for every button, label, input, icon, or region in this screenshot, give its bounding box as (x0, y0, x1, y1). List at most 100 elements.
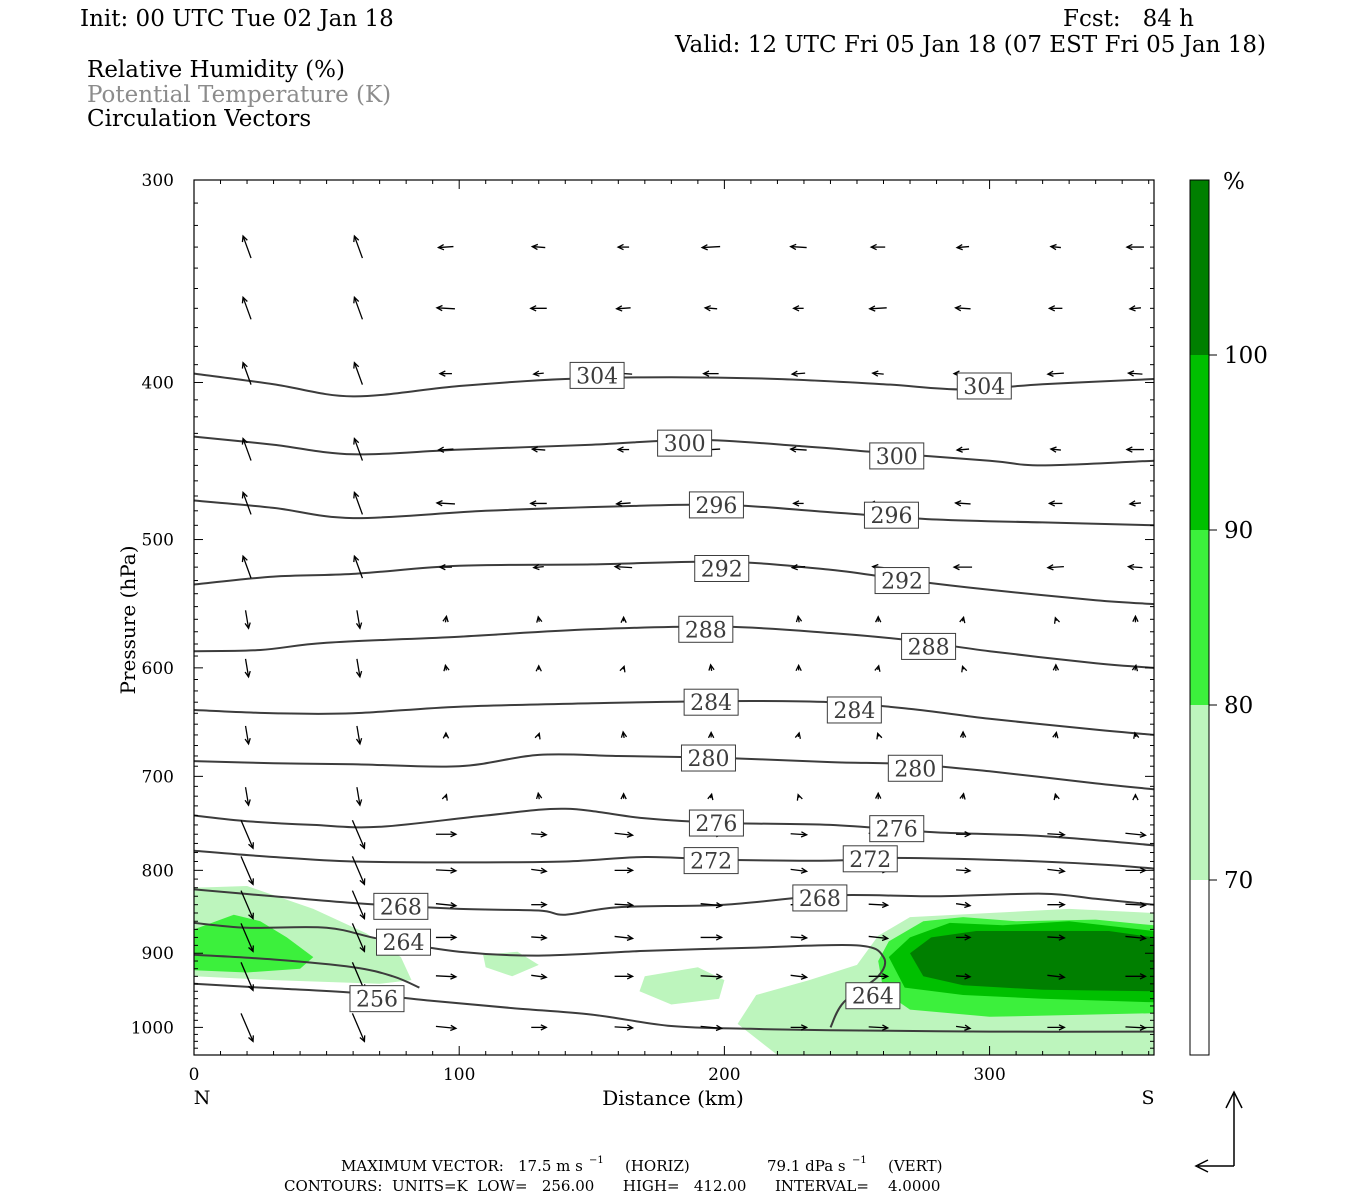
x-tick-label: 0 (189, 1065, 200, 1085)
vector-arrow-icon (530, 243, 546, 251)
vector-arrow-icon (620, 615, 627, 623)
vector-arrow-icon (1046, 370, 1064, 377)
vector-arrow-icon (790, 1024, 809, 1031)
vector-arrow-icon (351, 1013, 366, 1043)
vector-arrow-icon (875, 615, 882, 623)
vector-arrow-icon (615, 305, 631, 312)
vector-arrow-icon (961, 664, 968, 673)
theta-contour-256 (193, 982, 1155, 1033)
vector-arrow-icon (620, 730, 628, 739)
vector-arrow-icon (700, 973, 724, 980)
vector-arrow-icon (355, 610, 363, 630)
contour-label-box (683, 847, 739, 875)
max-vector-vert-exponent: −1 (852, 1155, 867, 1166)
vector-arrow-icon (868, 934, 890, 942)
vector-arrow-icon (614, 973, 635, 980)
vector-arrow-icon (442, 614, 449, 623)
vector-arrow-icon (868, 1024, 890, 1031)
max-vector-horiz-exponent: −1 (589, 1155, 604, 1166)
vector-arrow-icon (355, 787, 363, 807)
max-vector-label: MAXIMUM VECTOR: (341, 1157, 504, 1175)
contour-label-box (678, 615, 734, 643)
contour-label-box (842, 845, 898, 873)
vector-arrow-icon (1125, 934, 1147, 942)
vector-arrow-icon (794, 731, 801, 739)
vector-arrow-icon (1126, 370, 1143, 377)
contour-label-box (569, 361, 625, 389)
vector-arrow-icon (1053, 792, 1060, 801)
vector-arrow-icon (614, 1024, 635, 1031)
plot-frame (193, 179, 1155, 1056)
vector-arrow-icon (790, 831, 809, 838)
theta-contour-276 (193, 807, 1155, 847)
vector-arrow-icon (241, 491, 252, 515)
vector-arrow-icon (529, 500, 547, 507)
vector-arrow-icon (702, 370, 719, 377)
vector-arrow-icon (351, 856, 366, 886)
vector-arrow-icon (1126, 563, 1143, 571)
vector-arrow-icon (443, 663, 450, 672)
vector-arrow-icon (868, 305, 887, 312)
vector-arrow-icon (875, 791, 882, 800)
vector-arrow-icon (435, 973, 458, 980)
vector-arrow-icon (616, 446, 630, 453)
vector-arrow-icon (435, 934, 458, 941)
vector-arrow-icon (955, 446, 970, 453)
vector-arrow-icon (956, 867, 972, 874)
vector-arrow-icon (351, 819, 366, 850)
contour-label-box (863, 501, 919, 529)
vector-arrow-icon (869, 243, 886, 251)
vector-arrow-icon (353, 491, 364, 515)
contour-label-284: 284 (833, 699, 875, 724)
legend-title-rh: Relative Humidity (%) (87, 57, 345, 83)
contour-label-264: 264 (852, 985, 894, 1010)
vector-arrow-icon (353, 437, 364, 461)
y-tick-label: 800 (142, 861, 174, 881)
contour-label-box (874, 567, 930, 595)
vector-arrow-icon (1125, 446, 1144, 453)
vector-arrow-icon (956, 831, 972, 838)
vector-arrow-icon (959, 615, 966, 624)
vector-arrow-icon (615, 500, 631, 507)
vector-arrow-icon (241, 437, 252, 461)
vector-arrow-icon (1128, 500, 1141, 507)
contour-label-box (683, 688, 739, 716)
y-axis-title: Pressure (hPa) (116, 546, 140, 695)
vector-arrow-icon (244, 725, 251, 746)
vector-arrow-icon (868, 901, 890, 909)
legend-title-vectors: Circulation Vectors (87, 106, 311, 132)
contour-label-box (376, 928, 432, 956)
contours-info: CONTOURS: UNITS=K LOW= 256.00 HIGH= 412.… (284, 1177, 940, 1195)
vector-arrow-icon (535, 664, 542, 672)
vector-arrow-icon (532, 370, 544, 377)
vector-arrow-icon (1047, 901, 1066, 908)
contour-label-288: 288 (908, 635, 950, 660)
vector-arrow-icon (789, 446, 807, 453)
vector-arrow-icon (1052, 730, 1059, 739)
x-tick-label: 300 (973, 1065, 1005, 1085)
theta-contour-260 (193, 953, 420, 989)
vector-arrow-icon (700, 902, 724, 909)
vector-arrow-icon (790, 867, 809, 874)
vector-arrow-icon (441, 793, 448, 801)
contour-label-304: 304 (576, 364, 618, 389)
vector-arrow-icon (1047, 973, 1066, 980)
vector-arrow-icon (241, 234, 252, 259)
contour-label-box (657, 429, 713, 457)
colorbar-segment-70 (1190, 705, 1209, 880)
vector-arrow-icon (240, 856, 254, 886)
vector-arrow-icon (1131, 663, 1139, 672)
vector-arrow-icon (795, 614, 803, 623)
y-tick-label: 900 (142, 944, 174, 964)
rh-region-100 (910, 931, 1154, 992)
vector-arrow-icon (956, 934, 972, 941)
vector-arrow-icon (1047, 1024, 1066, 1031)
max-vector-horiz: 17.5 m s (518, 1157, 583, 1175)
vector-arrow-icon (240, 962, 254, 992)
contour-label-276: 276 (695, 812, 737, 837)
vector-arrow-icon (531, 934, 548, 941)
vector-arrow-icon (436, 446, 454, 453)
vector-arrow-icon (796, 793, 803, 801)
contour-label-box (694, 554, 750, 582)
vector-arrow-icon (244, 658, 251, 679)
